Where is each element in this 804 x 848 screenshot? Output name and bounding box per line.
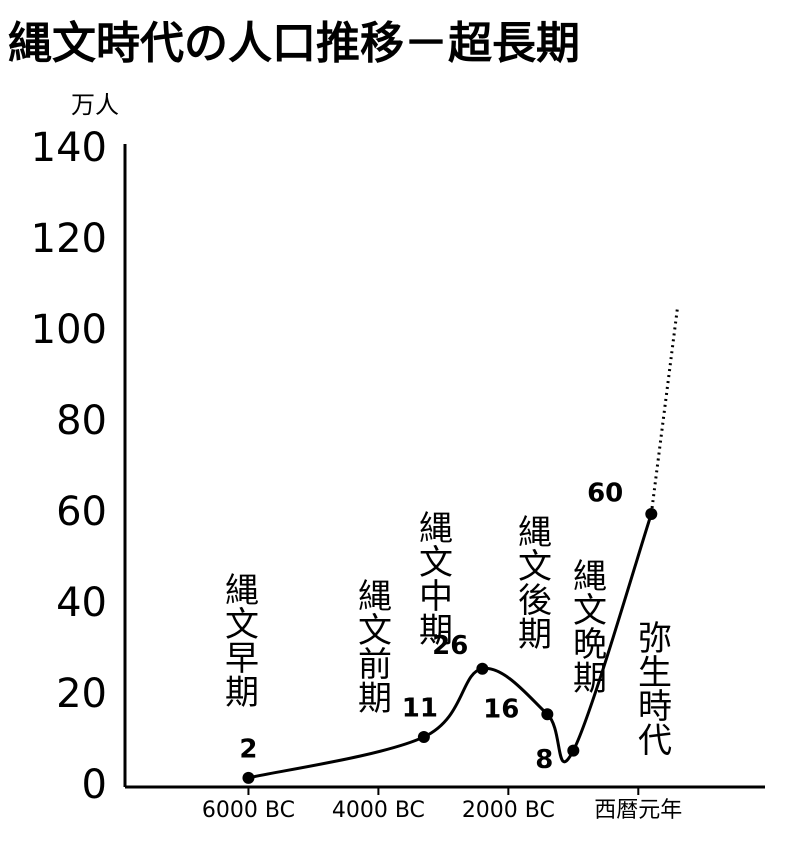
population-line: [248, 513, 653, 780]
period-label: 弥生時代: [632, 620, 672, 756]
period-label: 縄文晩期: [567, 558, 607, 694]
data-label: 60: [587, 479, 623, 509]
x-tick-label: 2000 BC: [462, 798, 555, 823]
data-point: [242, 771, 255, 784]
data-point: [417, 730, 430, 743]
data-label: 16: [483, 695, 519, 725]
x-tick-label: 4000 BC: [332, 798, 425, 823]
y-tick-label: 60: [56, 489, 107, 535]
data-point: [476, 662, 489, 675]
data-point: [541, 708, 554, 721]
y-tick-label: 0: [82, 762, 107, 808]
period-label: 縄文前期: [352, 578, 392, 714]
y-tick-label: 80: [56, 398, 107, 444]
y-tick-label: 140: [31, 125, 107, 171]
x-tick-label: 西暦元年: [594, 798, 682, 823]
chart-title: 縄文時代の人口推移－超長期: [8, 18, 580, 69]
period-label: 縄文中期: [413, 510, 453, 646]
data-label: 11: [402, 693, 438, 723]
data-label: 8: [535, 745, 553, 775]
y-tick-label: 40: [56, 580, 107, 626]
data-label: 26: [432, 631, 468, 661]
data-label: 2: [239, 734, 257, 764]
y-tick-label: 100: [31, 307, 107, 353]
extrapolation-line: [649, 309, 679, 515]
y-tick-label: 20: [56, 671, 107, 717]
period-label: 縄文早期: [219, 572, 259, 708]
x-tick-label: 6000 BC: [202, 798, 295, 823]
data-point: [567, 744, 580, 757]
y-tick-label: 120: [31, 216, 107, 262]
period-label: 縄文後期: [512, 514, 552, 650]
y-axis-unit: 万人: [71, 91, 119, 119]
